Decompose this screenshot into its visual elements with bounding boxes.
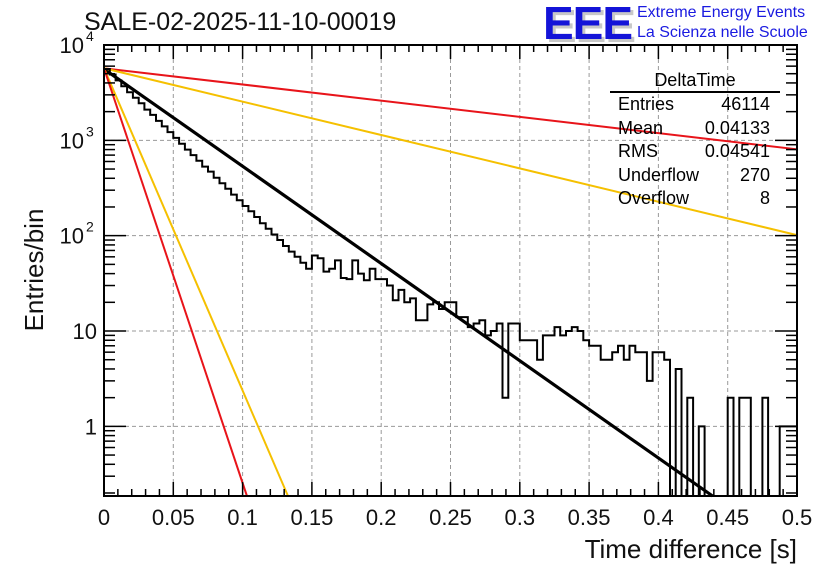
curve-upper-bound-inner xyxy=(104,67,798,237)
y-tick-label: 10 xyxy=(60,224,84,249)
curves xyxy=(103,67,798,498)
x-tick-label: 0.5 xyxy=(782,505,813,530)
stats-row-overflow: Overflow 8 xyxy=(614,187,778,211)
stats-value: 270 xyxy=(739,164,770,185)
x-tick-label: 0.25 xyxy=(429,505,472,530)
stats-row-underflow: Underflow 270 xyxy=(614,164,778,188)
stats-value: 0.04541 xyxy=(704,141,770,161)
stats-row-entries: Entries 46114 xyxy=(614,93,778,117)
x-tick-label: 0.45 xyxy=(706,505,749,530)
logo-line-2: La Scienza nelle Scuole xyxy=(637,24,808,41)
x-tick-label: 0.15 xyxy=(290,505,333,530)
logo-line-1: Extreme Energy Events xyxy=(637,4,806,21)
x-tick-label: 0.4 xyxy=(643,505,674,530)
stats-title: DeltaTime xyxy=(610,69,780,93)
x-tick-label: 0.2 xyxy=(366,505,397,530)
curve-lower-bound-inner xyxy=(103,69,289,497)
x-tick-labels: 0 0.05 0.1 0.15 0.2 0.25 0.3 0.35 0.4 0.45 0.5 xyxy=(98,505,812,530)
stats-label: RMS xyxy=(618,141,658,161)
y-tick-label: 1 xyxy=(85,414,97,439)
stats-value: 8 xyxy=(759,188,770,208)
histogram xyxy=(104,68,797,497)
x-tick-label: 0.1 xyxy=(227,505,258,530)
y-tick-exponent: 2 xyxy=(86,219,94,235)
axes xyxy=(103,44,798,497)
stats-box: DeltaTime Entries 46114 Mean 0.04133 RMS… xyxy=(610,69,780,211)
chart-title: SALE-02-2025-11-10-00019 xyxy=(84,8,397,36)
eee-logo: EEE xyxy=(543,0,633,49)
stats-value: 0.04133 xyxy=(704,117,770,138)
stats-label: Entries xyxy=(618,94,675,114)
curve-upper-bound-slow xyxy=(104,67,798,151)
x-axis-label: Time difference [s] xyxy=(585,534,797,564)
stats-label: Underflow xyxy=(618,164,700,185)
grid xyxy=(104,45,797,496)
y-tick-label: 10 xyxy=(73,319,97,344)
stats-label: Mean xyxy=(618,117,664,138)
curve-lower-bound-fast xyxy=(103,69,248,497)
logo-text: Extreme Energy Events La Scienza nelle S… xyxy=(637,3,808,43)
y-axis-label: Entries/bin xyxy=(19,209,49,332)
y-tick-exponent: 3 xyxy=(86,123,94,139)
stats-label: Overflow xyxy=(618,188,690,208)
stats-row-rms: RMS 0.04541 xyxy=(614,140,778,164)
curve-fit xyxy=(103,68,714,498)
y-tick-exponent: 4 xyxy=(86,28,94,44)
x-tick-label: 0 xyxy=(98,505,110,530)
stats-row-mean: Mean 0.04133 xyxy=(614,117,778,141)
y-tick-label: 10 xyxy=(60,128,84,153)
stats-value: 46114 xyxy=(721,94,770,114)
x-tick-label: 0.3 xyxy=(505,505,536,530)
x-tick-label: 0.35 xyxy=(568,505,611,530)
y-tick-label: 10 xyxy=(60,33,84,58)
x-tick-label: 0.05 xyxy=(152,505,195,530)
